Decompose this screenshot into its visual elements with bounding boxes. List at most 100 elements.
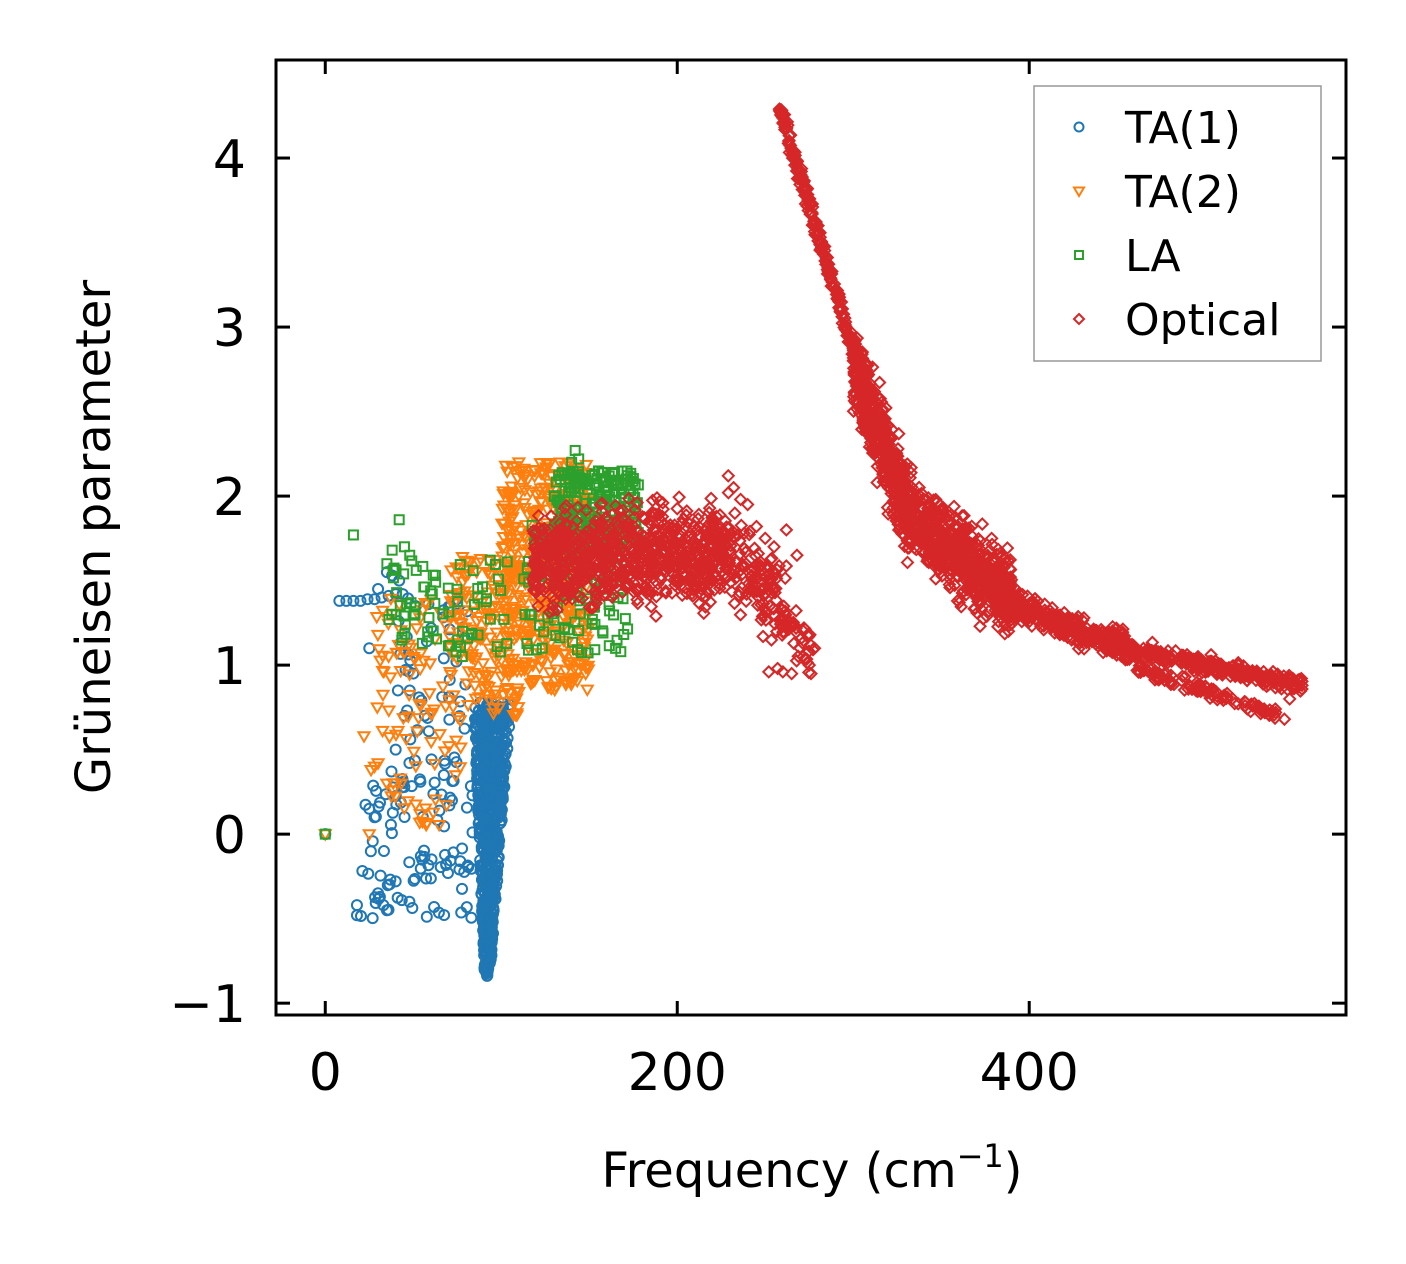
point-optical <box>785 145 800 159</box>
point-ta-1- <box>356 864 369 877</box>
point-optical <box>997 626 1012 641</box>
point-optical <box>545 589 560 604</box>
point-optical <box>862 380 877 394</box>
point-optical <box>847 364 862 379</box>
point-ta-1- <box>354 594 367 607</box>
point-optical <box>899 479 913 494</box>
point-optical <box>852 406 867 421</box>
point-ta-2- <box>565 657 580 670</box>
point-ta-1- <box>489 764 502 777</box>
point-optical <box>885 470 899 485</box>
point-la <box>622 623 634 635</box>
point-optical <box>658 584 673 598</box>
point-optical <box>628 502 642 517</box>
point-ta-2- <box>516 548 531 561</box>
point-optical <box>914 531 929 546</box>
point-ta-2- <box>389 647 404 661</box>
point-optical <box>903 470 918 485</box>
point-optical <box>769 571 784 586</box>
point-ta-2- <box>517 502 532 516</box>
point-ta-2- <box>382 732 397 745</box>
point-ta-2- <box>552 457 568 470</box>
point-ta-1- <box>443 673 456 686</box>
point-ta-1- <box>403 895 416 908</box>
point-ta-1- <box>477 758 490 771</box>
point-optical <box>754 567 769 582</box>
point-ta-2- <box>408 761 424 774</box>
point-optical <box>973 594 988 609</box>
point-optical <box>630 596 645 611</box>
point-ta-1- <box>374 869 387 882</box>
point-optical <box>530 569 544 584</box>
point-optical <box>776 599 791 614</box>
point-la <box>573 453 585 465</box>
point-optical <box>710 533 725 548</box>
point-la <box>566 456 578 468</box>
point-ta-2- <box>460 649 475 663</box>
point-ta-1- <box>483 846 496 859</box>
point-optical <box>762 599 777 614</box>
point-ta-1- <box>368 593 381 606</box>
point-ta-2- <box>396 647 412 661</box>
point-la <box>603 640 615 652</box>
point-optical <box>802 644 816 659</box>
point-ta-2- <box>460 700 476 713</box>
point-ta-2- <box>445 701 461 714</box>
point-la <box>443 606 455 618</box>
point-ta-2- <box>468 693 483 706</box>
point-optical <box>585 538 600 552</box>
point-optical <box>922 526 937 541</box>
point-optical <box>569 513 584 528</box>
point-optical <box>983 566 998 581</box>
point-ta-2- <box>435 681 451 694</box>
point-optical <box>997 608 1012 623</box>
point-ta-2- <box>413 700 428 714</box>
point-ta-2- <box>508 560 524 573</box>
point-la <box>501 556 513 568</box>
point-optical <box>616 568 631 583</box>
point-optical <box>1191 649 1205 664</box>
point-optical <box>546 603 561 618</box>
point-ta-2- <box>560 606 575 619</box>
point-optical <box>848 342 863 357</box>
point-ta-2- <box>370 702 385 715</box>
point-optical <box>884 486 899 501</box>
point-ta-2- <box>437 746 453 759</box>
point-optical <box>579 503 594 518</box>
point-la <box>425 585 437 597</box>
point-ta-2- <box>381 651 396 664</box>
series-optical <box>526 102 1309 727</box>
point-ta-2- <box>426 807 441 820</box>
point-optical <box>932 562 947 577</box>
point-optical <box>987 552 1001 567</box>
point-la <box>451 583 463 595</box>
point-optical <box>549 525 563 540</box>
point-ta-2- <box>561 659 576 673</box>
point-optical <box>593 497 608 512</box>
point-ta-1- <box>491 836 504 849</box>
point-ta-1- <box>488 881 501 894</box>
point-optical <box>984 589 999 604</box>
point-optical <box>931 556 945 571</box>
point-ta-1- <box>364 845 377 858</box>
point-la <box>556 467 568 479</box>
point-ta-2- <box>516 498 532 511</box>
point-optical <box>565 538 580 553</box>
point-optical <box>555 541 569 556</box>
point-optical <box>1187 664 1201 679</box>
point-optical <box>727 506 742 521</box>
point-optical <box>706 557 721 572</box>
point-optical <box>1095 634 1110 649</box>
point-ta-1- <box>366 912 379 925</box>
point-optical <box>1191 660 1205 675</box>
point-ta-1- <box>406 901 419 914</box>
point-optical <box>1071 633 1086 648</box>
point-la <box>454 640 466 652</box>
point-ta-2- <box>471 692 487 705</box>
point-optical <box>615 585 630 600</box>
point-optical <box>679 586 694 601</box>
point-optical <box>546 550 561 565</box>
point-ta-1- <box>489 770 502 783</box>
point-la <box>519 608 531 620</box>
point-la <box>538 626 550 638</box>
